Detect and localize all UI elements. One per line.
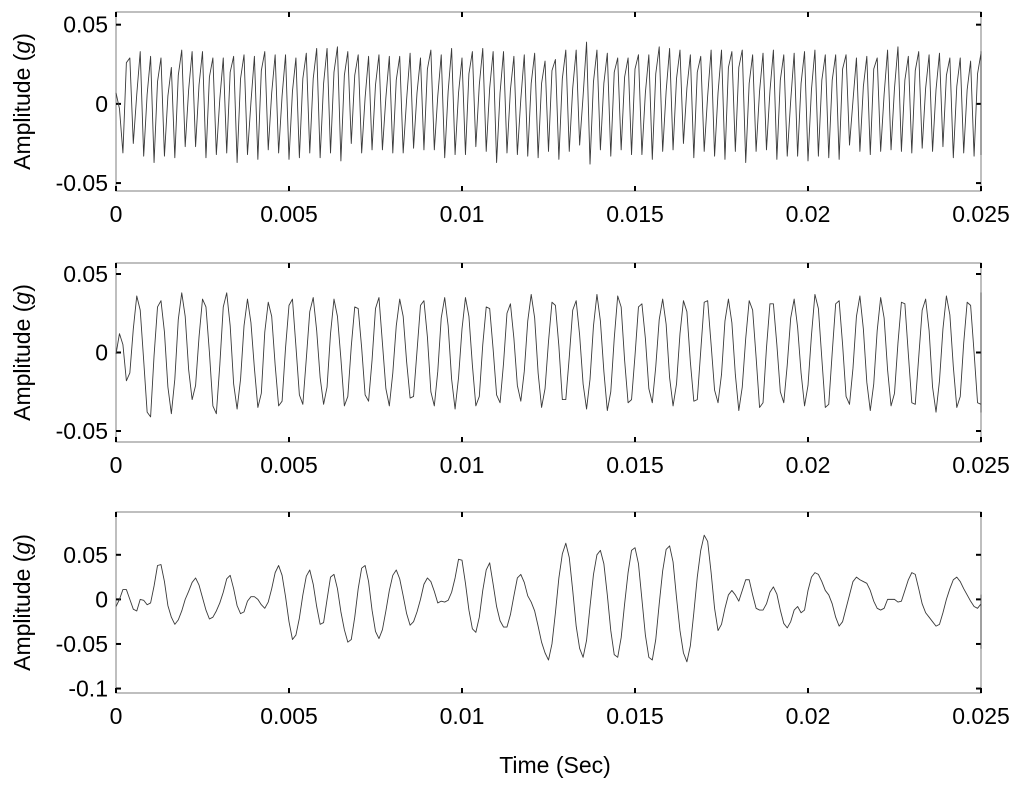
p2-xtick-label-2: 0.01 [440,452,485,478]
p3-xtick-label-3: 0.015 [606,703,664,729]
p1-ytick-label-2: -0.05 [56,170,108,196]
p1-xtick-label-4: 0.02 [786,201,831,227]
chart-panel-2: 0 0.005 0.01 0.015 0.02 0.0250.050-0.05Amplit… [9,261,1010,478]
p3-xtick-label-5: 0.025 [952,703,1010,729]
p1-ytick-label-1: 0 [95,91,108,117]
p3-ytick-label-3: -0.1 [68,676,108,702]
p1-ytick-label-0: 0.05 [63,12,108,38]
p2-signal-line [115,292,982,418]
p3-xtick-label-4: 0.02 [786,703,831,729]
p3-ytick-label-0: 0.05 [63,542,108,568]
p1-xtick-label-2: 0.01 [440,201,485,227]
p3-xtick-label-1: 0.005 [260,703,318,729]
p3-xtick-label-2: 0.01 [440,703,485,729]
p1-xtick-label-0: 0 [110,201,123,227]
p3-xtick-label-0: 0 [110,703,123,729]
p3-signal-line [115,534,982,663]
p3-ytick-label-2: -0.05 [56,631,108,657]
x-axis-label: Time (Sec) [499,752,611,778]
p3-ytick-label-1: 0 [95,586,108,612]
p2-xtick-label-3: 0.015 [606,452,664,478]
p1-signal-line [115,41,982,165]
p1-xtick-label-3: 0.015 [606,201,664,227]
p2-ytick-label-1: 0 [95,340,108,366]
chart-panel-3: 0 0.005 0.01 0.015 0.02 0.025 0.05 0 -0.05 -0.1 Am… [9,511,1010,729]
chart-panel-1: 0 0.005 0.01 0.015 0.02 0.0250.050-0.05Amplit… [9,11,1010,227]
p1-y-axis-label: Amplitude (g) [9,33,35,170]
p2-plot-frame [115,262,982,443]
p1-xtick-label-1: 0.005 [260,201,318,227]
p3-plot-frame [115,511,982,694]
p2-xtick-label-0: 0 [110,452,123,478]
p2-xtick-label-1: 0.005 [260,452,318,478]
p2-ytick-label-0: 0.05 [63,261,108,287]
p1-xtick-label-5: 0.025 [952,201,1010,227]
p3-y-axis-label: Amplitude (g) [9,534,35,671]
p2-y-axis-label: Amplitude (g) [9,284,35,421]
p2-xtick-label-4: 0.02 [786,452,831,478]
p2-xtick-label-5: 0.025 [952,452,1010,478]
p2-ytick-label-2: -0.05 [56,418,108,444]
